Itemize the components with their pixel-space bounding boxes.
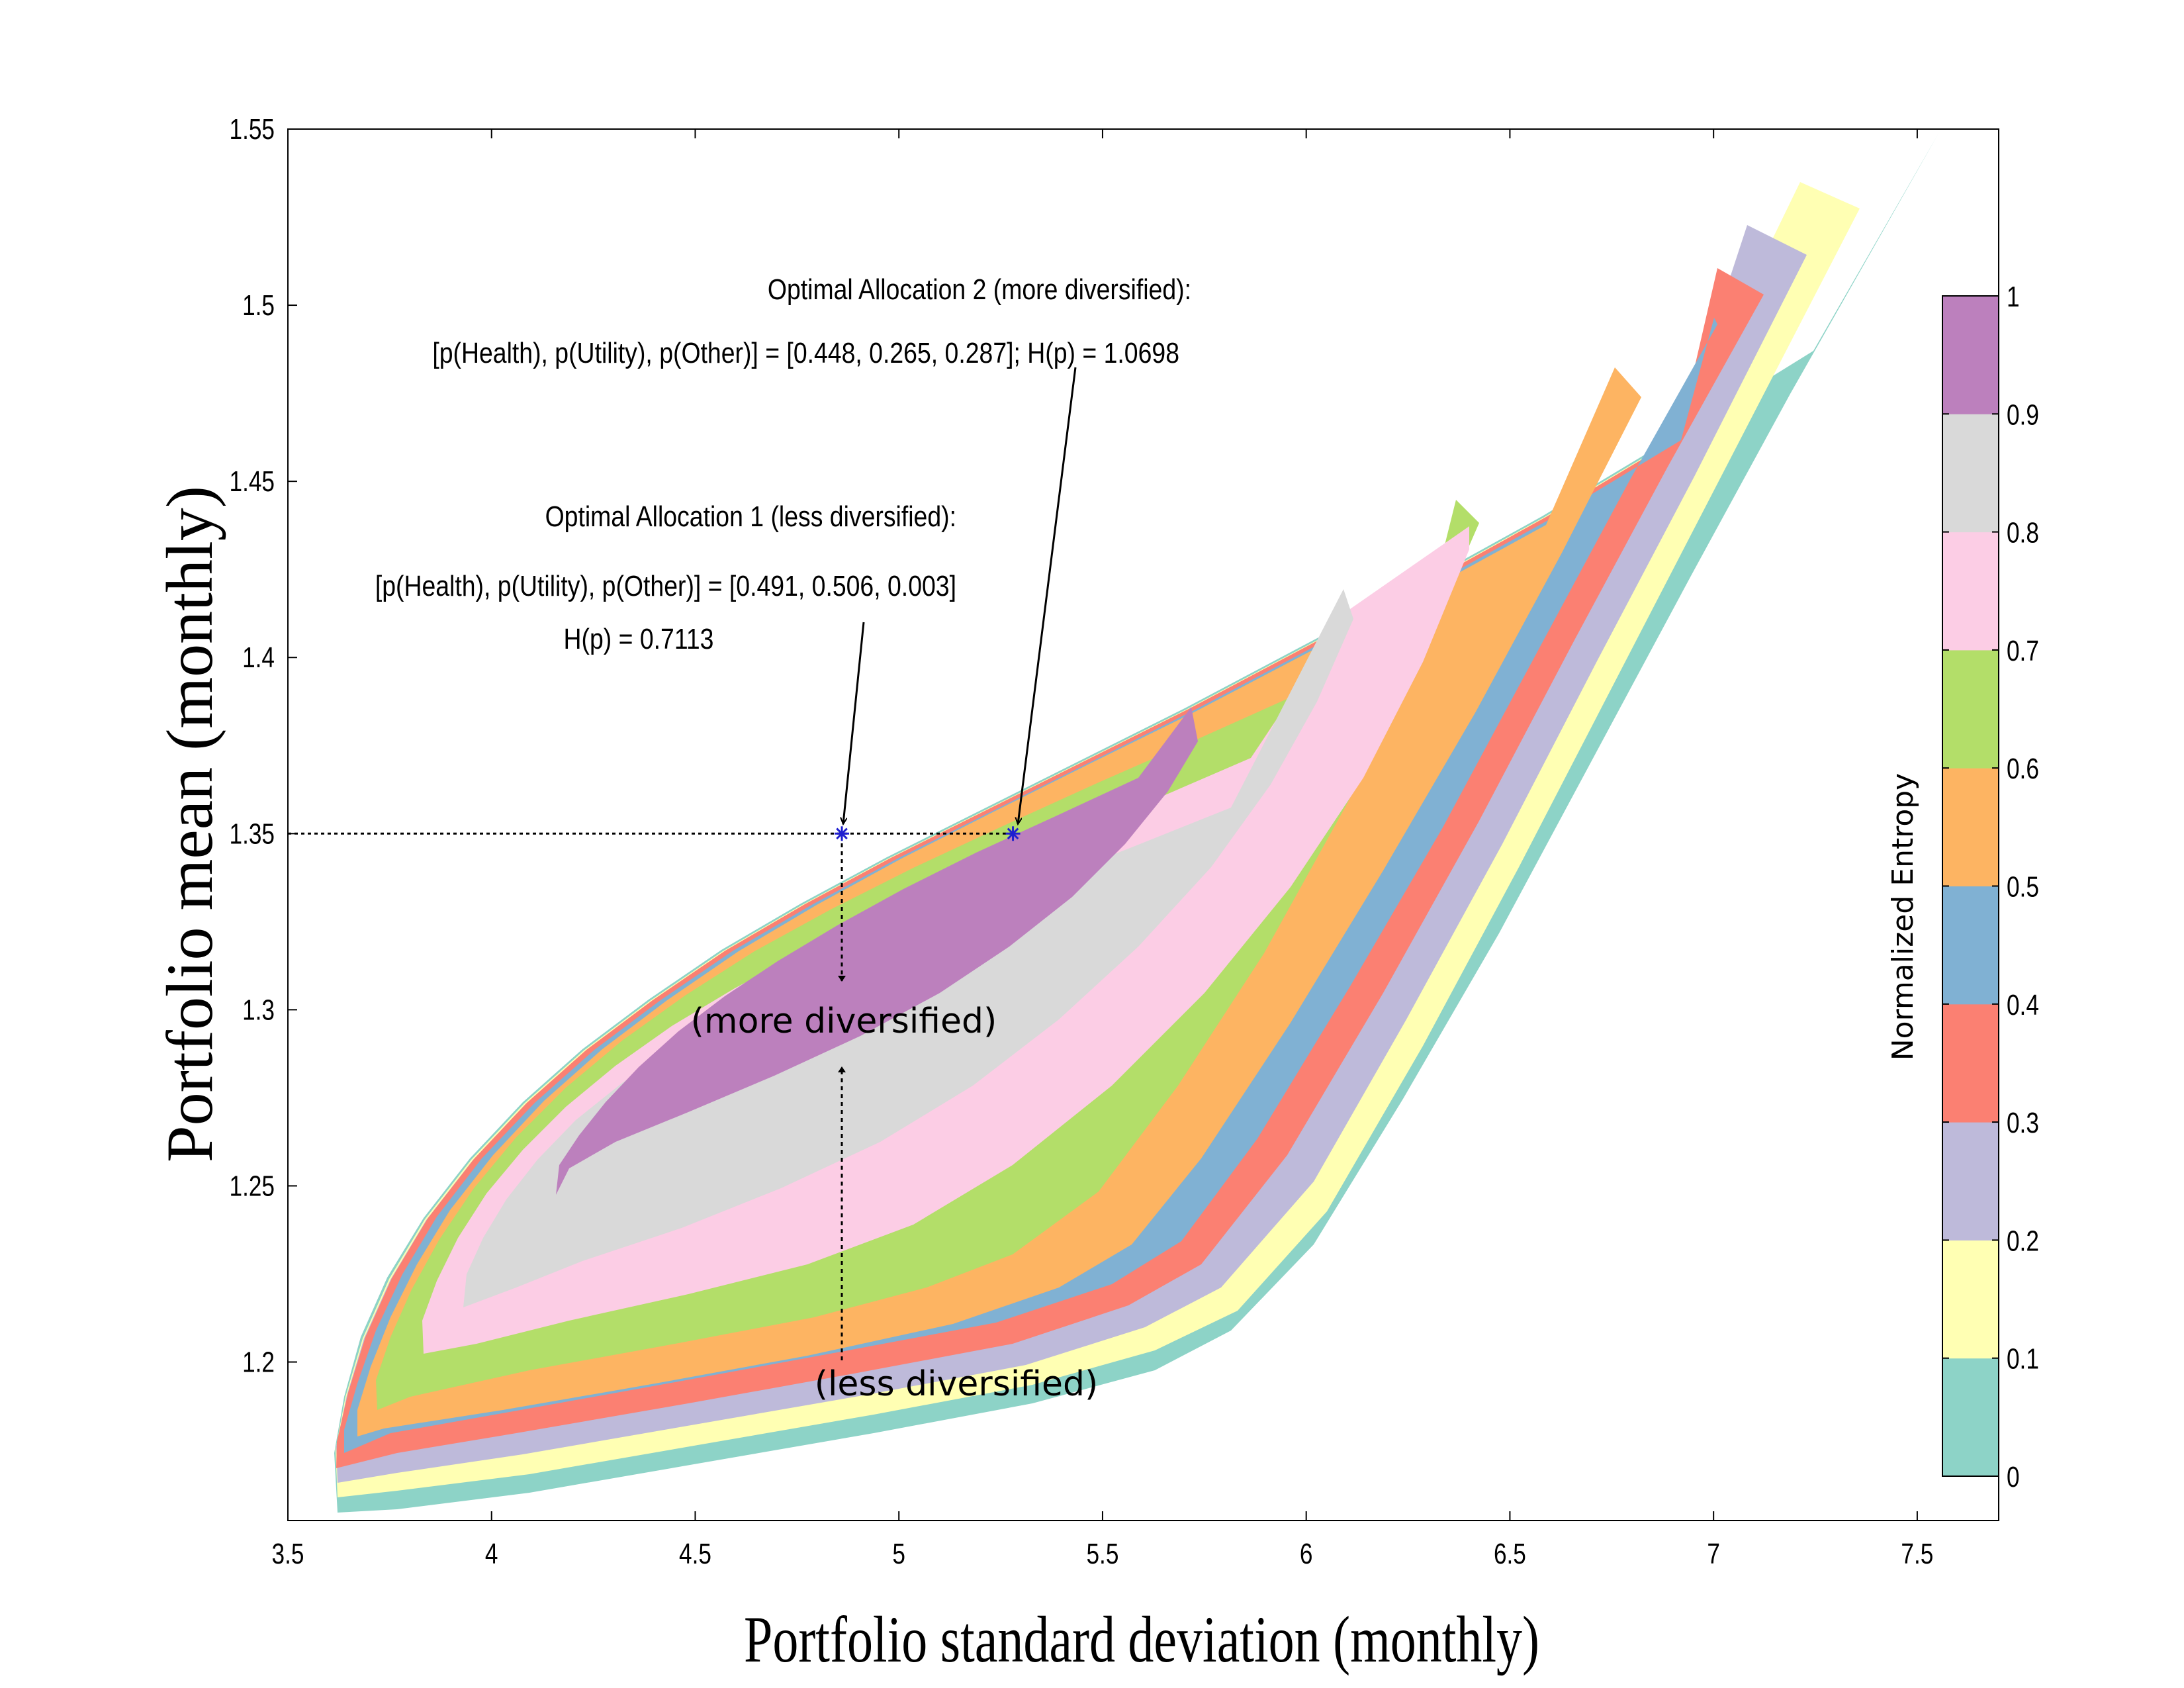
colorbar-tick-label: 0.8 [2007,517,2039,549]
colorbar-segment [1942,414,1999,533]
optimal-points [835,826,1021,841]
y-axis-label: Portfolio mean (monthly) [153,486,226,1162]
colorbar-segment [1942,768,1999,886]
y-tick-label: 1.35 [230,818,275,851]
y-tick-label: 1.4 [242,642,275,675]
x-tick-label: 7.5 [1901,1538,1933,1570]
colorbar-label: Normalized Entropy [1886,773,1920,1060]
optimal-point-1 [835,826,850,841]
colorbar-tick-label: 0.1 [2007,1343,2039,1376]
colorbar-segment [1942,886,1999,1005]
allocation-1-entropy: H(p) = 0.7113 [564,622,714,655]
allocation-1-title: Optimal Allocation 1 (less diversified): [545,500,956,533]
y-tick-label: 1.3 [242,994,275,1027]
colorbar-tick-label: 0.5 [2007,871,2039,904]
x-tick-label: 3.5 [272,1538,304,1570]
x-tick-label: 6 [1300,1538,1313,1570]
colorbar [1942,295,1999,1477]
x-axis-label: Portfolio standard deviation (monthly) [744,1603,1539,1676]
colorbar-tick-label: 0.2 [2007,1225,2039,1258]
allocation-2-title: Optimal Allocation 2 (more diversified): [768,273,1191,306]
y-tick-label: 1.45 [230,466,275,498]
x-tick-labels: 3.5 4 4.5 5 5.5 6 6.5 7 7.5 [272,1538,1934,1570]
colorbar-segment [1942,649,1999,769]
band-0.9 [556,707,1198,1195]
colorbar-segment [1942,1358,1999,1477]
less-diversified-label: (less diversified) [815,1364,1099,1404]
colorbar-tick-label: 1 [2007,281,2020,313]
x-tick-label: 5.5 [1086,1538,1118,1570]
more-diversified-label: (more diversified) [691,1002,997,1041]
arrow-to-allocation-1 [843,622,865,824]
y-tick-labels: 1.2 1.25 1.3 1.35 1.4 1.45 1.5 1.55 [230,113,275,1378]
colorbar-tick-label: 0.3 [2007,1107,2039,1139]
allocation-2-detail: [p(Health), p(Utility), p(Other)] = [0.4… [432,336,1179,369]
arrow-to-allocation-2 [1018,367,1077,824]
colorbar-segment [1942,296,1999,414]
y-tick-label: 1.5 [242,289,275,322]
colorbar-tick-label: 0.9 [2007,399,2039,432]
entropy-contour-regions [334,132,1939,1513]
x-tick-label: 4.5 [679,1538,711,1570]
colorbar-tick-labels: 0 0.1 0.2 0.3 0.4 0.5 0.6 0.7 0.8 0.9 1 [2007,281,2039,1493]
allocation-1-detail: [p(Health), p(Utility), p(Other)] = [0.4… [375,569,956,602]
x-tick-label: 4 [485,1538,498,1570]
colorbar-segment [1942,532,1999,651]
colorbar-segment [1942,1004,1999,1123]
optimal-point-2 [1005,826,1021,841]
colorbar-segment [1942,1240,1999,1359]
colorbar-tick-label: 0 [2007,1461,2020,1493]
colorbar-tick-label: 0.4 [2007,989,2039,1021]
colorbar-tick-label: 0.7 [2007,635,2039,667]
x-tick-label: 5 [892,1538,905,1570]
x-tick-label: 7 [1707,1538,1720,1570]
colorbar-tick-label: 0.6 [2007,753,2039,786]
y-tick-label: 1.55 [230,113,275,146]
x-tick-label: 6.5 [1494,1538,1526,1570]
y-tick-label: 1.25 [230,1170,275,1203]
colorbar-segment [1942,1122,1999,1241]
x-tick-marks [287,129,1918,1521]
y-tick-label: 1.2 [242,1346,275,1379]
